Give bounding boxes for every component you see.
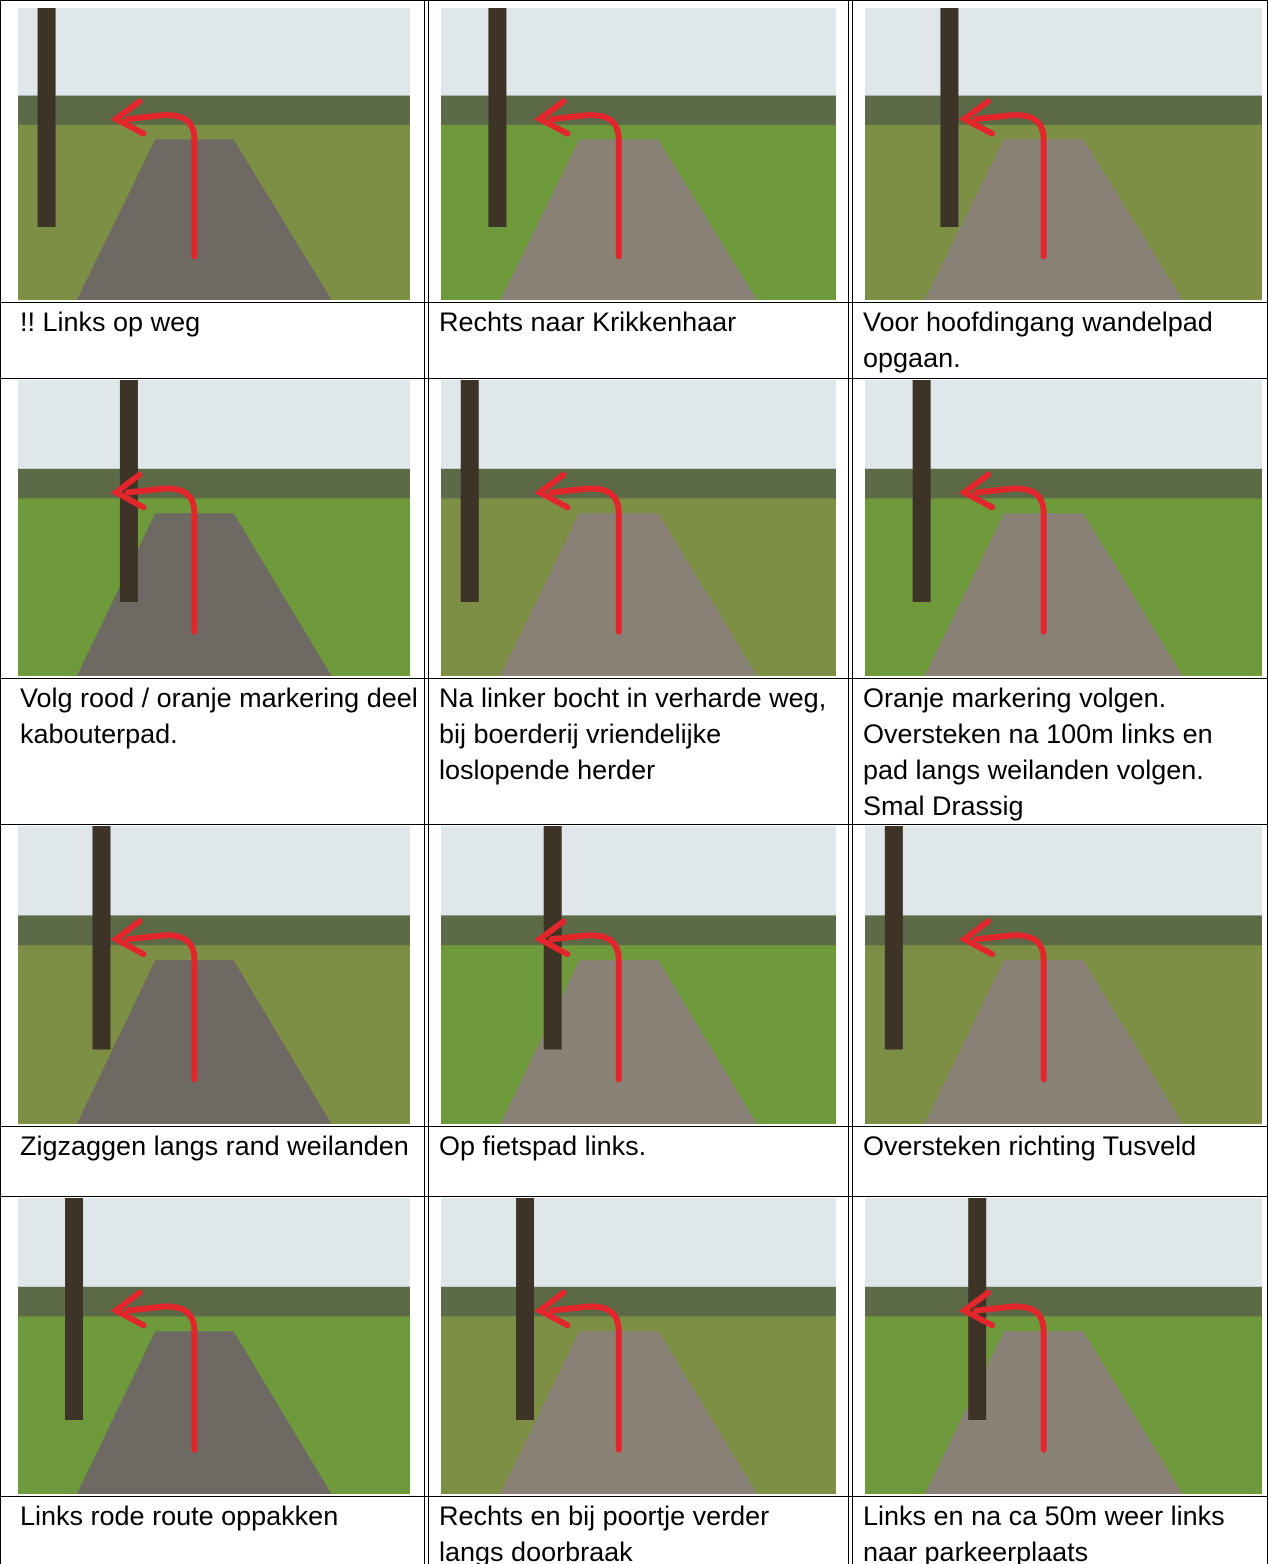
- photo: [865, 8, 1262, 300]
- photo: [18, 1198, 410, 1494]
- table-border: [848, 0, 849, 1564]
- table-border: [0, 1126, 1268, 1127]
- caption: Oranje markering volgen. Oversteken na 1…: [863, 683, 1213, 821]
- caption: Rechts en bij poortje verder langs doorb…: [439, 1501, 770, 1564]
- photo: [441, 380, 836, 676]
- table-border: [0, 824, 1268, 825]
- photo: [865, 826, 1262, 1124]
- photo: [18, 826, 410, 1124]
- table-border: [428, 0, 429, 1564]
- caption: Oversteken richting Tusveld: [863, 1131, 1197, 1161]
- photo: [441, 8, 836, 300]
- table-border: [0, 1496, 1268, 1497]
- caption: !! Links op weg: [20, 307, 201, 337]
- caption: Rechts naar Krikkenhaar: [439, 307, 737, 337]
- caption: Links rode route oppakken: [20, 1501, 339, 1531]
- photo: [441, 826, 836, 1124]
- caption: Voor hoofdingang wandelpad opgaan.: [863, 307, 1213, 373]
- photo: [441, 1198, 836, 1494]
- table-border: [424, 0, 425, 1564]
- photo: [18, 380, 410, 676]
- caption: Zigzaggen langs rand weilanden: [20, 1131, 409, 1161]
- caption: Na linker bocht in verharde weg, bij boe…: [439, 683, 827, 785]
- caption: Op fietspad links.: [439, 1131, 647, 1161]
- photo: [18, 8, 410, 300]
- table-border: [0, 378, 1268, 379]
- photo: [865, 1198, 1262, 1494]
- table-border: [0, 1196, 1268, 1197]
- caption: Volg rood / oranje markering deel kabout…: [20, 683, 418, 749]
- table-border: [0, 0, 1268, 1]
- table-border: [852, 0, 853, 1564]
- caption: Links en na ca 50m weer links naar parke…: [863, 1501, 1225, 1564]
- photo: [865, 380, 1262, 676]
- table-border: [0, 302, 1268, 303]
- table-border: [0, 678, 1268, 679]
- table-border: [0, 0, 1, 1564]
